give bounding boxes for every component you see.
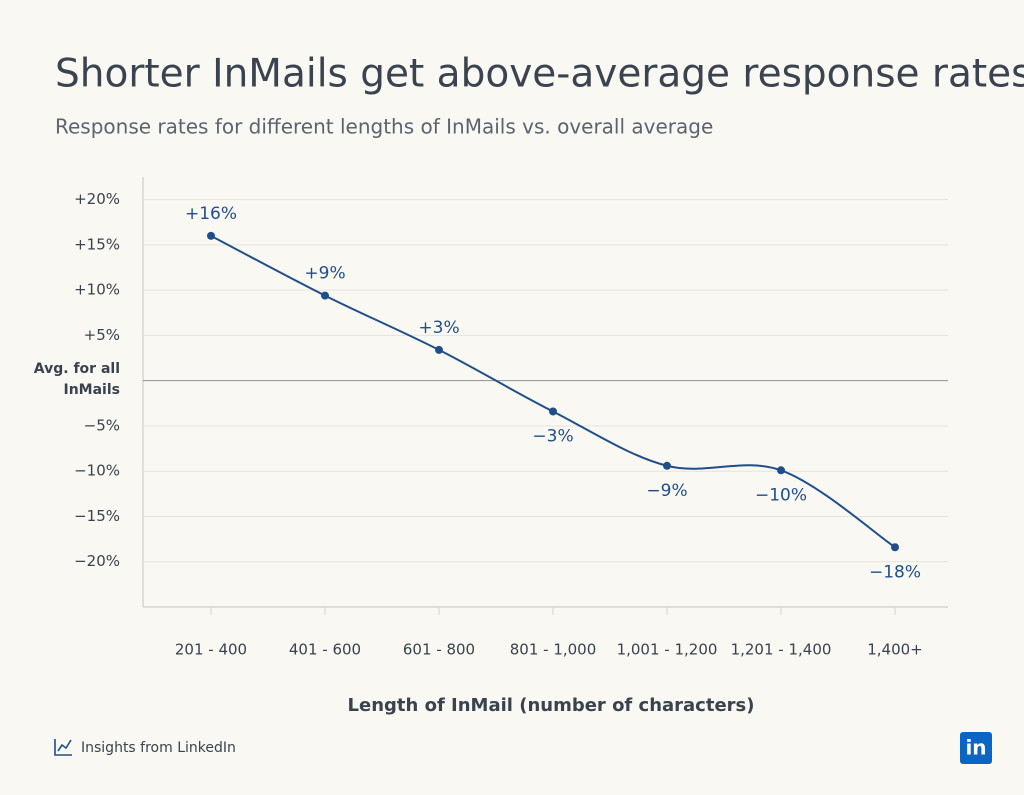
y-tick-label: Avg. for all InMails — [33, 360, 120, 398]
logo: in — [965, 736, 986, 760]
x-tick-label: 201 - 400 — [175, 641, 247, 659]
point — [549, 407, 557, 416]
point — [207, 231, 215, 240]
insights-icon — [54, 739, 72, 756]
x-tick-label: 601 - 800 — [403, 641, 475, 659]
x-tick-label: 801 - 1,000 — [510, 641, 597, 659]
chart-title: Shorter InMails get above-average respon… — [55, 52, 1024, 97]
data-label: +3% — [418, 318, 459, 338]
y-tick-label: −20% — [74, 552, 120, 570]
data-label: −10% — [755, 485, 807, 505]
x-tick-label: 1,001 - 1,200 — [617, 641, 718, 659]
y-tick-label: −10% — [74, 462, 120, 480]
point — [663, 461, 671, 470]
data-label: +9% — [304, 264, 345, 284]
y-tick-label: +15% — [74, 235, 120, 253]
y-tick-label: −5% — [84, 416, 120, 434]
y-tick-label: +5% — [84, 326, 120, 344]
data-label: −18% — [869, 562, 921, 582]
x-tick-label: 1,201 - 1,400 — [731, 641, 832, 659]
y-tick-label: +20% — [74, 190, 120, 208]
point — [435, 345, 443, 354]
y-tick-label: +10% — [74, 281, 120, 299]
point — [777, 466, 785, 475]
point — [321, 291, 329, 300]
logo-box — [960, 732, 992, 764]
point — [891, 543, 899, 552]
x-axis-title: Length of InMail (number of characters) — [348, 695, 755, 716]
x-tick-label: 401 - 600 — [289, 641, 361, 659]
y-tick-label: −15% — [74, 507, 120, 525]
data-label: +16% — [185, 204, 237, 224]
data-label: −3% — [532, 426, 573, 446]
data-label: −9% — [646, 481, 687, 501]
chart-subtitle: Response rates for different lengths of … — [55, 115, 713, 139]
source-note: Insights from LinkedIn — [81, 740, 236, 756]
x-tick-label: 1,400+ — [867, 641, 923, 659]
